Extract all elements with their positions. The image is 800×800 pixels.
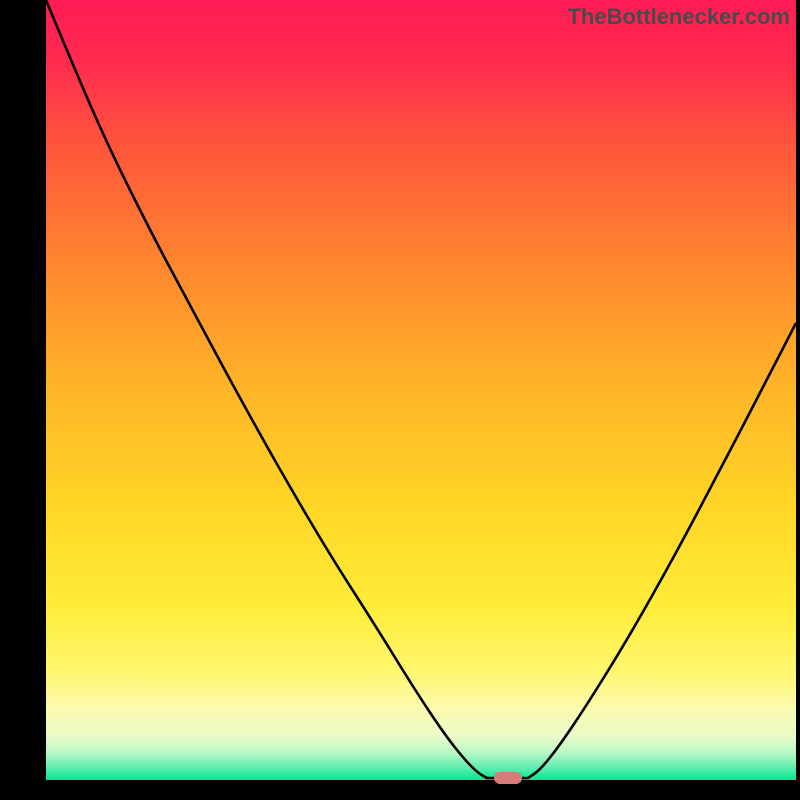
left-border: [0, 0, 46, 800]
right-border: [796, 0, 800, 800]
optimal-marker: [494, 772, 522, 784]
gradient-background: [46, 0, 796, 780]
chart-svg: [0, 0, 800, 800]
bottom-border: [0, 780, 800, 800]
bottleneck-chart: TheBottlenecker.com: [0, 0, 800, 800]
watermark-text: TheBottlenecker.com: [567, 4, 790, 30]
